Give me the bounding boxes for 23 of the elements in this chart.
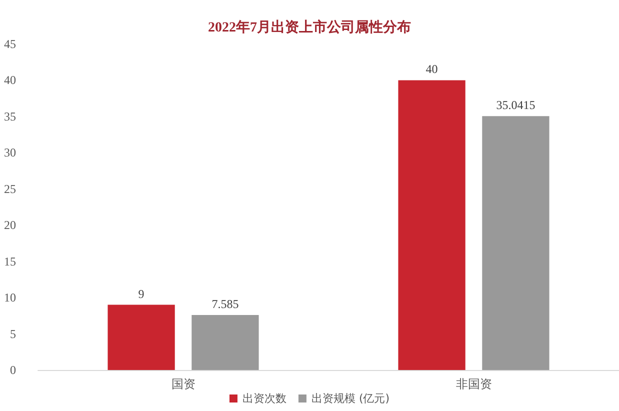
data-label: 9 [138, 286, 144, 301]
y-tick-label: 35 [4, 109, 16, 124]
legend-label: 出资次数 [242, 392, 286, 405]
y-tick-label: 5 [10, 326, 16, 341]
legend-label: 出资规模 (亿元) [311, 392, 390, 405]
x-tick-label: 国资 [171, 377, 196, 391]
y-tick-label: 0 [10, 363, 16, 377]
data-label: 35.0415 [496, 98, 536, 112]
y-tick-label: 30 [4, 146, 16, 160]
bar [108, 304, 175, 370]
y-tick-label: 25 [4, 182, 16, 196]
bar [192, 315, 259, 370]
chart-title: 2022年7月出资上市公司属性分布 [208, 18, 411, 36]
data-label: 7.585 [212, 297, 239, 312]
y-tick-label: 20 [4, 218, 16, 232]
y-tick-label: 15 [4, 254, 16, 268]
bar [482, 116, 550, 370]
y-tick-label: 10 [4, 290, 16, 305]
x-tick-label: 非国资 [456, 377, 492, 391]
data-label: 40 [426, 62, 438, 76]
y-tick-label: 45 [4, 37, 16, 51]
y-tick-label: 40 [4, 73, 16, 88]
bar [398, 80, 466, 370]
